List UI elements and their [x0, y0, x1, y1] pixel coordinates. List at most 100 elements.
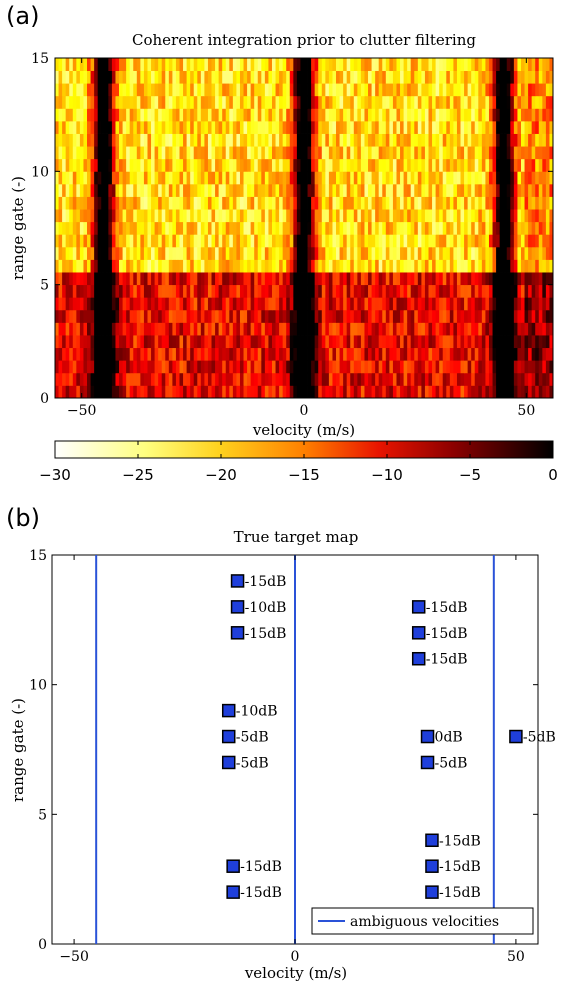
- heatmap-cells: [55, 58, 553, 398]
- heatmap-cell: [471, 70, 476, 84]
- heatmap-cell: [236, 309, 241, 323]
- heatmap-cell: [243, 209, 248, 223]
- heatmap-cell: [58, 70, 63, 84]
- heatmap-cell: [371, 234, 376, 248]
- heatmap-cell: [300, 221, 305, 235]
- heatmap-cell: [382, 272, 387, 286]
- heatmap-cell: [250, 297, 255, 311]
- heatmap-cell: [289, 83, 294, 97]
- heatmap-cell: [175, 221, 180, 235]
- heatmap-cell: [446, 347, 451, 361]
- heatmap-cell: [247, 259, 252, 273]
- heatmap-cell: [104, 133, 109, 147]
- heatmap-cell: [410, 183, 415, 197]
- heatmap-cell: [421, 221, 426, 235]
- heatmap-cell: [232, 297, 237, 311]
- heatmap-cell: [115, 183, 120, 197]
- heatmap-cell: [396, 221, 401, 235]
- heatmap-cell: [332, 347, 337, 361]
- heatmap-cell: [243, 385, 248, 398]
- heatmap-cell: [296, 95, 301, 109]
- heatmap-cell: [385, 284, 390, 298]
- heatmap-cell: [300, 234, 305, 248]
- heatmap-cell: [119, 385, 123, 398]
- heatmap-cell: [488, 385, 493, 398]
- heatmap-cell: [250, 95, 255, 109]
- heatmap-cell: [72, 309, 77, 323]
- heatmap-cell: [531, 120, 536, 134]
- heatmap-cell: [474, 284, 479, 298]
- heatmap-cell: [520, 259, 525, 273]
- heatmap-cell: [197, 108, 202, 122]
- heatmap-cell: [524, 234, 529, 248]
- heatmap-cell: [232, 171, 237, 185]
- heatmap-cell: [168, 246, 173, 260]
- heatmap-cell: [154, 171, 159, 185]
- heatmap-cell: [549, 133, 553, 147]
- heatmap-cell: [506, 322, 511, 336]
- heatmap-cell: [460, 108, 465, 122]
- heatmap-cell: [129, 183, 134, 197]
- heatmap-cell: [143, 95, 148, 109]
- heatmap-cell: [467, 385, 472, 398]
- heatmap-cell: [90, 95, 95, 109]
- heatmap-cell: [446, 70, 451, 84]
- heatmap-cell: [87, 272, 91, 286]
- heatmap-cell: [492, 158, 497, 172]
- heatmap-cell: [193, 108, 198, 122]
- heatmap-cell: [254, 272, 259, 286]
- heatmap-cell: [111, 171, 116, 185]
- heatmap-cell: [403, 70, 408, 84]
- heatmap-cell: [58, 347, 63, 361]
- heatmap-cell: [520, 58, 525, 71]
- heatmap-cell: [503, 221, 508, 235]
- heatmap-cell: [371, 309, 376, 323]
- heatmap-cell: [353, 146, 358, 160]
- heatmap-cell: [179, 221, 184, 235]
- heatmap-cell: [414, 322, 419, 336]
- heatmap-cell: [382, 70, 387, 84]
- heatmap-cell: [200, 335, 205, 349]
- heatmap-cell: [460, 171, 465, 185]
- heatmap-cell: [481, 322, 486, 336]
- heatmap-cell: [147, 234, 152, 248]
- heatmap-cell: [90, 133, 95, 147]
- heatmap-cell: [378, 234, 383, 248]
- heatmap-cell: [424, 58, 429, 71]
- heatmap-cell: [442, 133, 447, 147]
- heatmap-cell: [172, 70, 177, 84]
- heatmap-cell: [254, 372, 259, 386]
- heatmap-cell: [400, 133, 404, 147]
- heatmap-cell: [435, 221, 440, 235]
- heatmap-cell: [307, 171, 312, 185]
- heatmap-cell: [446, 108, 451, 122]
- heatmap-cell: [83, 70, 88, 84]
- heatmap-cell: [215, 246, 220, 260]
- heatmap-cell: [325, 259, 330, 273]
- heatmap-cell: [538, 335, 543, 349]
- heatmap-cell: [204, 372, 209, 386]
- heatmap-cell: [545, 360, 550, 374]
- heatmap-cell: [499, 95, 504, 109]
- heatmap-cell: [535, 108, 540, 122]
- heatmap-cell: [442, 347, 447, 361]
- heatmap-cell: [400, 372, 404, 386]
- heatmap-cell: [328, 234, 333, 248]
- heatmap-cell: [79, 309, 84, 323]
- heatmap-cell: [264, 209, 269, 223]
- heatmap-cell: [232, 133, 237, 147]
- heatmap-cell: [286, 347, 291, 361]
- heatmap-cell: [520, 335, 525, 349]
- heatmap-cell: [481, 246, 486, 260]
- heatmap-cell: [65, 297, 70, 311]
- heatmap-cell: [464, 183, 469, 197]
- heatmap-cell: [62, 284, 67, 298]
- heatmap-cell: [140, 259, 145, 273]
- heatmap-cell: [538, 246, 543, 260]
- heatmap-cell: [538, 297, 543, 311]
- heatmap-cell: [403, 120, 408, 134]
- heatmap-cell: [186, 221, 191, 235]
- heatmap-cell: [446, 196, 451, 210]
- heatmap-cell: [353, 196, 358, 210]
- heatmap-cell: [368, 322, 372, 336]
